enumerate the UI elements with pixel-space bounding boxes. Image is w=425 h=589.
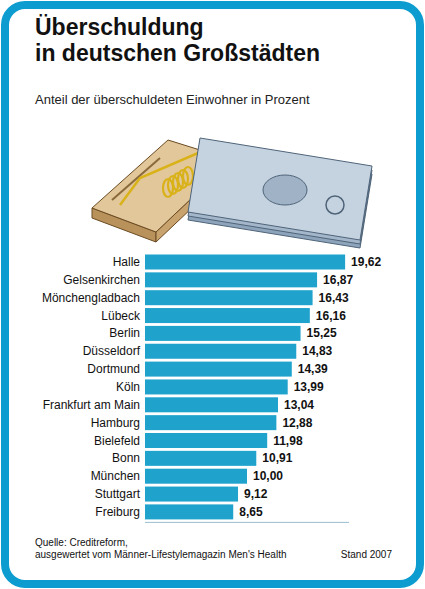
source: ausgewertet vom Männer-Lifestylemagazin …: [35, 549, 286, 560]
bar: [145, 308, 310, 323]
value-label: 16,87: [323, 273, 353, 287]
category-label: Lübeck: [101, 309, 141, 323]
bar: [145, 326, 301, 341]
value-label: 12,88: [282, 416, 312, 430]
bar: [145, 344, 296, 359]
value-label: 13,99: [294, 380, 324, 394]
category-label: Stuttgart: [95, 487, 141, 501]
value-label: 15,25: [307, 326, 337, 340]
trap-groove: [112, 158, 160, 200]
source: Quelle: Creditreform,: [35, 537, 128, 548]
category-label: Halle: [113, 255, 141, 269]
category-label: München: [91, 469, 140, 483]
category-label: Freiburg: [95, 505, 140, 519]
category-label: Düsseldorf: [83, 344, 141, 358]
bar: [145, 272, 317, 287]
bar: [145, 433, 267, 448]
bar: [145, 415, 276, 430]
bar: [145, 379, 288, 394]
value-label: 10,00: [253, 469, 283, 483]
banknote: [188, 138, 372, 240]
title: in deutschen Großstädten: [35, 40, 320, 66]
bar: [145, 451, 256, 466]
bar: [145, 362, 292, 377]
value-label: 19,62: [351, 255, 381, 269]
value-label: 14,39: [298, 362, 328, 376]
banknote-pattern: [263, 175, 307, 205]
frame: [5, 5, 420, 584]
category-label: Köln: [116, 380, 140, 394]
value-label: 8,65: [239, 505, 263, 519]
illustration: [92, 138, 372, 248]
note: Stand 2007: [341, 549, 393, 560]
title: Überschuldung: [35, 14, 204, 40]
category-label: Gelsenkirchen: [63, 273, 140, 287]
value-label: 16,43: [319, 291, 349, 305]
category-label: Dortmund: [87, 362, 140, 376]
value-label: 16,16: [316, 309, 346, 323]
x-axis-line: [145, 522, 349, 523]
subtitle: Anteil der überschuldeten Einwohner in P…: [35, 92, 310, 107]
category-label: Hamburg: [91, 416, 140, 430]
value-label: 9,12: [244, 487, 268, 501]
category-label: Bielefeld: [94, 434, 140, 448]
bar: [145, 255, 345, 270]
bar: [145, 487, 238, 502]
category-label: Bonn: [112, 451, 140, 465]
chart: Überschuldungin deutschen Großstädten Ant…: [0, 0, 425, 589]
labels: Halle 19,62 Gelsenkirchen 16,87 Mönchengladb…: [42, 255, 382, 519]
bar: [145, 504, 233, 519]
category-label: Berlin: [109, 326, 140, 340]
value-label: 13,04: [284, 398, 314, 412]
category-label: Frankfurt am Main: [43, 398, 140, 412]
value-label: 11,98: [273, 434, 303, 448]
bar: [145, 469, 247, 484]
value-label: 10,91: [262, 451, 292, 465]
banknote-pattern: [326, 196, 344, 214]
trap-spring: [183, 167, 193, 185]
bar: [145, 397, 278, 412]
category-label: Mönchengladbach: [42, 291, 140, 305]
bars: [145, 255, 345, 520]
bar: [145, 290, 313, 305]
value-label: 14,83: [302, 344, 332, 358]
